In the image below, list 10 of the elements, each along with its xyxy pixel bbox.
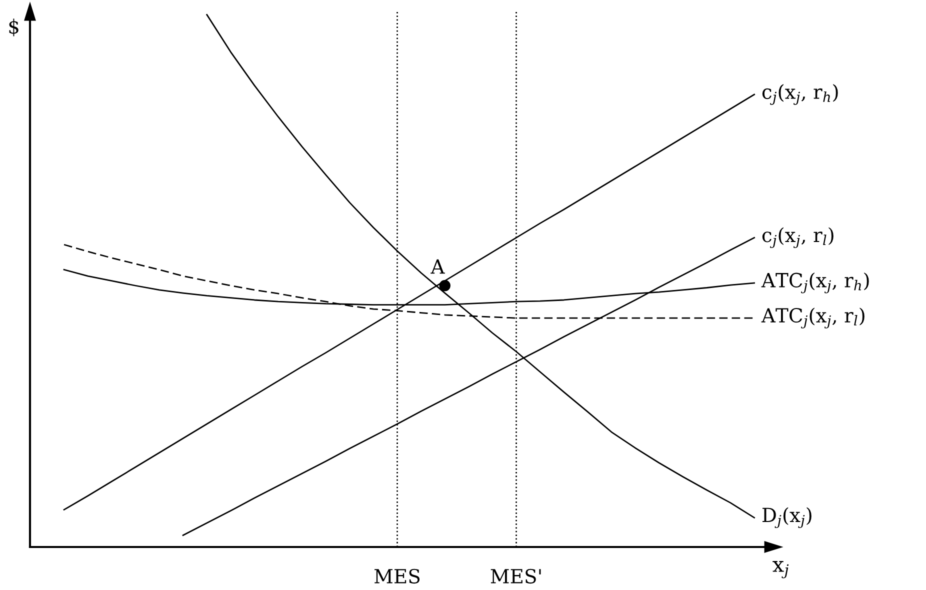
series-label: D$_{j}$(x$_{j}$) [762, 507, 812, 528]
series-label: ATC$_{j}$(x$_{j}$, r$_{l}$) [761, 308, 864, 328]
series-label: c$_{j}$(x$_{j}$, r$_{l}$) [762, 227, 834, 248]
y-axis-title: $ [9, 18, 18, 36]
series-label: ATC$_{j}$(x$_{j}$, r$_{h}$) [761, 272, 869, 294]
x-tick-label: MES' [490, 568, 541, 584]
x-tick-label: MES [374, 568, 420, 584]
x-axis-title: x$_{j}$ [772, 560, 789, 578]
series-label: A [430, 259, 445, 274]
series-label: c$_{j}$(x$_{j}$, r$_{h}$) [762, 84, 838, 105]
